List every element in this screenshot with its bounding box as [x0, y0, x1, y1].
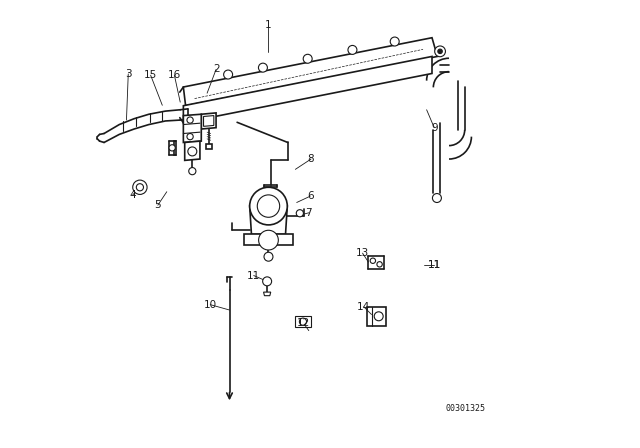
- Text: 14: 14: [357, 302, 371, 312]
- Text: 9: 9: [431, 123, 438, 133]
- Polygon shape: [184, 56, 432, 123]
- Circle shape: [262, 277, 271, 286]
- Text: 4: 4: [129, 190, 136, 200]
- Polygon shape: [202, 113, 216, 129]
- Text: 00301325: 00301325: [445, 404, 486, 413]
- Text: 3: 3: [125, 69, 132, 79]
- Polygon shape: [250, 206, 287, 234]
- Circle shape: [187, 117, 193, 123]
- Circle shape: [187, 134, 193, 140]
- Polygon shape: [185, 141, 200, 160]
- Circle shape: [348, 45, 357, 54]
- Polygon shape: [184, 38, 437, 106]
- Polygon shape: [206, 144, 212, 149]
- Text: 5: 5: [154, 200, 161, 210]
- Text: 10: 10: [204, 300, 217, 310]
- Polygon shape: [204, 116, 214, 126]
- Text: 8: 8: [308, 154, 314, 164]
- Text: 2: 2: [212, 65, 220, 74]
- Circle shape: [433, 194, 442, 202]
- Circle shape: [374, 312, 383, 321]
- Text: 12: 12: [296, 318, 310, 327]
- Text: 6: 6: [307, 191, 314, 201]
- Circle shape: [257, 195, 280, 217]
- Circle shape: [303, 54, 312, 63]
- Polygon shape: [174, 141, 176, 155]
- Polygon shape: [264, 292, 271, 296]
- Circle shape: [259, 230, 278, 250]
- Circle shape: [438, 49, 442, 54]
- Circle shape: [250, 187, 287, 225]
- Polygon shape: [367, 307, 386, 326]
- Text: 13: 13: [356, 248, 369, 258]
- Polygon shape: [244, 234, 293, 245]
- Circle shape: [259, 63, 268, 72]
- Circle shape: [264, 252, 273, 261]
- Text: 16: 16: [168, 70, 181, 80]
- Circle shape: [169, 145, 175, 151]
- Circle shape: [377, 262, 382, 267]
- Text: 11: 11: [428, 260, 441, 270]
- Text: 15: 15: [144, 70, 157, 80]
- Circle shape: [296, 210, 303, 217]
- Circle shape: [136, 184, 143, 191]
- Circle shape: [132, 180, 147, 194]
- Circle shape: [435, 46, 445, 57]
- Text: 1: 1: [265, 20, 272, 30]
- Circle shape: [189, 168, 196, 175]
- Text: 7: 7: [305, 208, 312, 218]
- Polygon shape: [295, 316, 311, 327]
- Polygon shape: [184, 114, 202, 142]
- Circle shape: [300, 318, 307, 325]
- Circle shape: [188, 147, 197, 156]
- Text: 11: 11: [428, 260, 441, 270]
- Text: 11: 11: [247, 271, 260, 280]
- Circle shape: [390, 37, 399, 46]
- Circle shape: [370, 258, 376, 263]
- Circle shape: [223, 70, 232, 79]
